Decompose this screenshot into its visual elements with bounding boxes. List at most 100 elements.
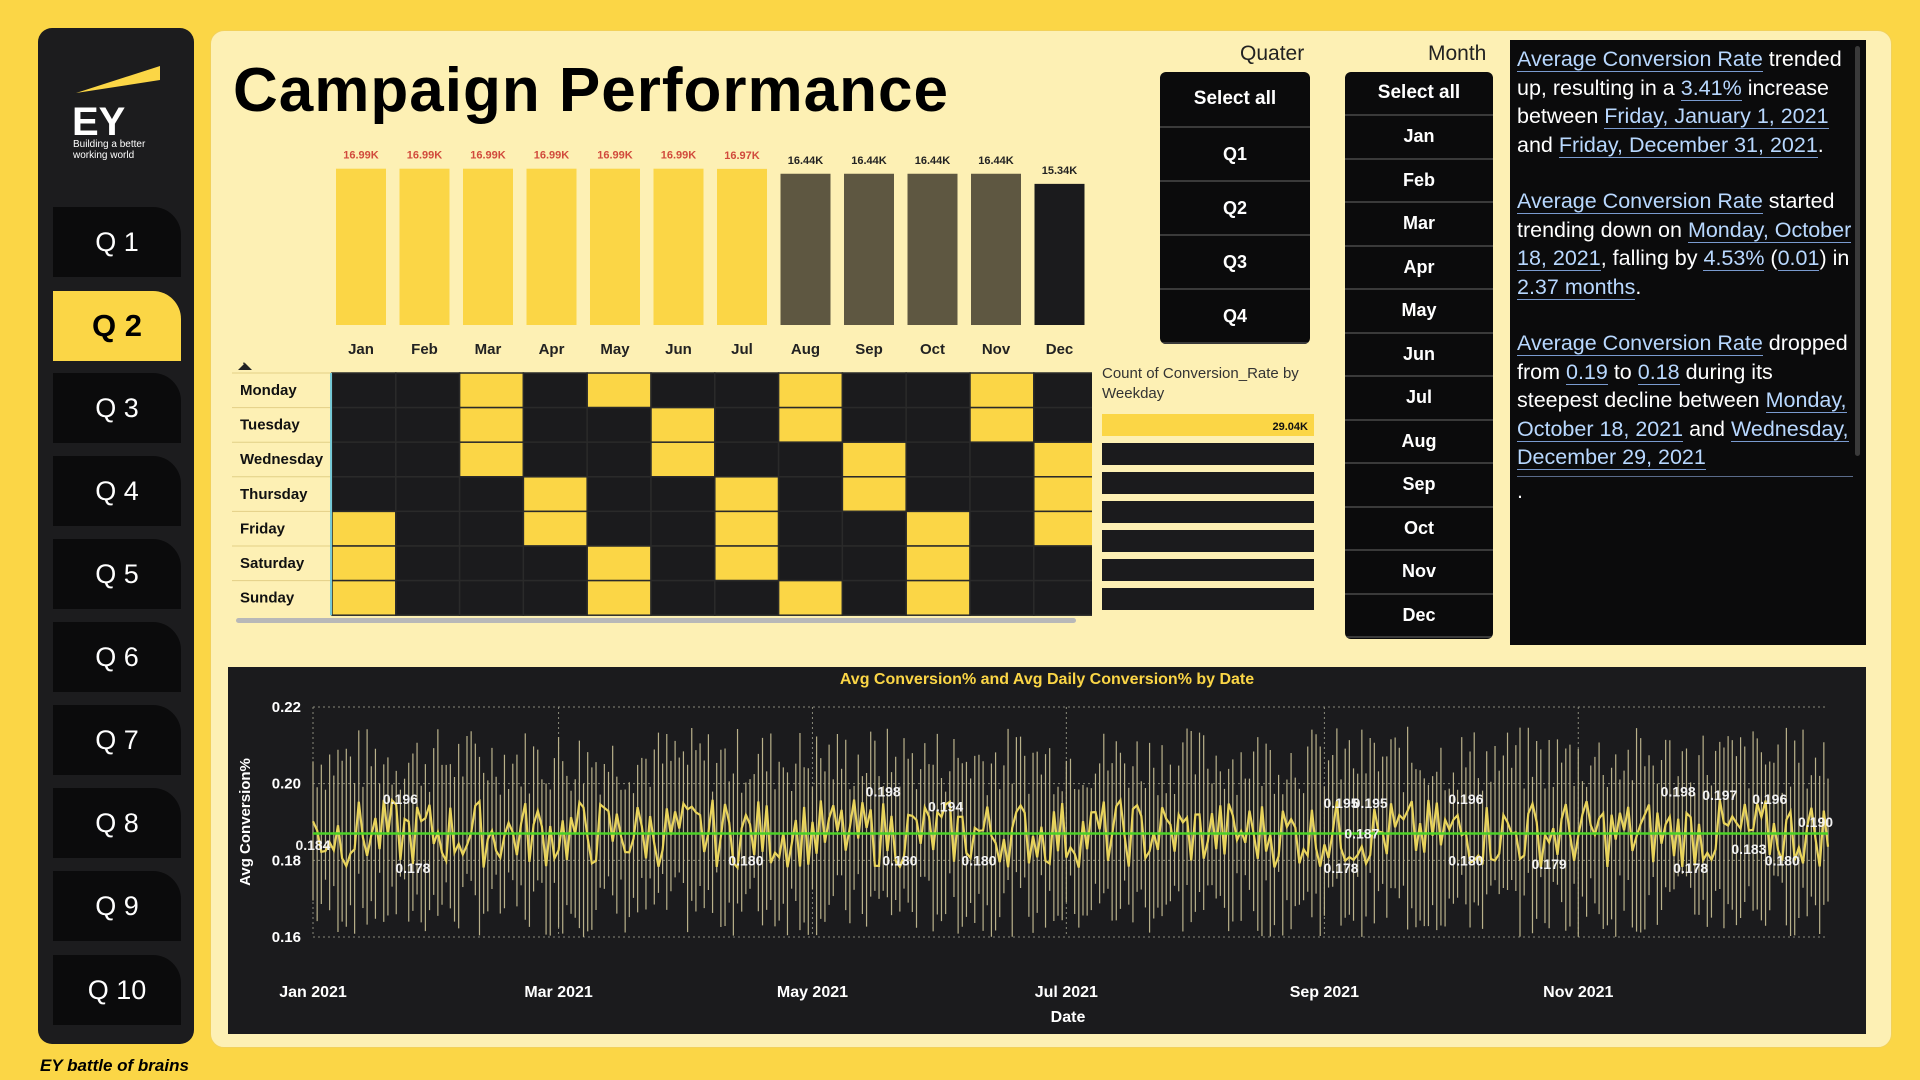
heatmap-cell[interactable] [1033, 441, 1092, 478]
nav-item-q3[interactable]: Q 3 [53, 373, 181, 443]
heatmap-cell[interactable] [395, 476, 461, 513]
month-slicer-option-oct[interactable]: Oct [1345, 508, 1493, 551]
month-bar[interactable] [1034, 183, 1085, 325]
month-bar[interactable] [526, 168, 577, 325]
weekday-count-bar[interactable] [1102, 414, 1314, 436]
month-bar[interactable] [336, 168, 386, 325]
month-slicer-option-nov[interactable]: Nov [1345, 551, 1493, 595]
heatmap-cell[interactable] [586, 545, 652, 582]
weekday-count-bar[interactable] [1102, 530, 1314, 552]
heatmap-cell[interactable] [841, 406, 907, 443]
nav-item-q2[interactable]: Q 2 [53, 291, 181, 361]
heatmap-cell[interactable] [1033, 476, 1092, 513]
heatmap-cell[interactable] [522, 579, 588, 616]
heatmap-cell[interactable] [714, 406, 780, 443]
heatmap-cell[interactable] [586, 476, 652, 513]
heatmap-cell[interactable] [905, 441, 971, 478]
heatmap-cell[interactable] [522, 372, 588, 409]
month-bar[interactable] [971, 173, 1021, 325]
quarter-slicer-option-q1[interactable]: Q1 [1160, 128, 1310, 182]
heatmap-cell[interactable] [586, 510, 652, 547]
heatmap-cell[interactable] [650, 372, 716, 409]
heatmap-cell[interactable] [458, 372, 525, 409]
heatmap-cell[interactable] [331, 545, 397, 582]
month-bar[interactable] [399, 168, 450, 325]
heatmap-cell[interactable] [458, 476, 525, 513]
heatmap-cell[interactable] [841, 510, 907, 547]
heatmap-cell[interactable] [650, 545, 716, 582]
narrative-highlight[interactable]: 2.37 months [1517, 274, 1636, 300]
month-slicer-option-may[interactable]: May [1345, 290, 1493, 334]
heatmap-cell[interactable] [841, 579, 907, 616]
narrative-scrollbar[interactable] [1855, 46, 1860, 456]
heatmap-cell[interactable] [714, 545, 780, 582]
heatmap-cell[interactable] [905, 372, 971, 409]
narrative-highlight[interactable]: Monday, October 18, 2021 [1517, 388, 1847, 442]
month-bar[interactable] [590, 168, 640, 325]
heatmap-cell[interactable] [458, 510, 525, 547]
narrative-highlight[interactable]: Monday, October 18, 2021 [1517, 217, 1852, 271]
nav-item-q10[interactable]: Q 10 [53, 955, 181, 1025]
heatmap-cell[interactable] [969, 476, 1035, 513]
heatmap-cell[interactable] [841, 476, 907, 513]
nav-item-q4[interactable]: Q 4 [53, 456, 181, 526]
heatmap-cell[interactable] [905, 579, 971, 616]
heatmap-cell[interactable] [522, 406, 588, 443]
heatmap-cell[interactable] [331, 441, 397, 478]
heatmap-cell[interactable] [1033, 406, 1092, 443]
narrative-highlight[interactable]: 0.19 [1565, 359, 1608, 385]
heatmap-cell[interactable] [714, 579, 780, 616]
heatmap-cell[interactable] [777, 406, 844, 443]
heatmap-cell[interactable] [395, 441, 461, 478]
heatmap-cell[interactable] [522, 510, 588, 547]
narrative-highlight[interactable]: Average Conversion Rate [1517, 47, 1763, 72]
month-bar[interactable] [717, 168, 767, 325]
heatmap-cell[interactable] [905, 476, 971, 513]
narrative-highlight[interactable]: 3.41% [1680, 75, 1742, 101]
month-slicer-option-apr[interactable]: Apr [1345, 247, 1493, 290]
heatmap-cell[interactable] [650, 510, 716, 547]
heatmap-cell[interactable] [586, 579, 652, 616]
month-slicer-option-jan[interactable]: Jan [1345, 116, 1493, 160]
nav-item-q8[interactable]: Q 8 [53, 788, 181, 858]
heatmap-cell[interactable] [1033, 545, 1092, 582]
heatmap-cell[interactable] [969, 441, 1035, 478]
heatmap-cell[interactable] [395, 545, 461, 582]
nav-item-q7[interactable]: Q 7 [53, 705, 181, 775]
heatmap-cell[interactable] [395, 406, 461, 443]
heatmap-cell[interactable] [586, 372, 652, 409]
quarter-slicer-option-q2[interactable]: Q2 [1160, 182, 1310, 236]
heatmap-cell[interactable] [969, 545, 1035, 582]
heatmap-cell[interactable] [458, 545, 525, 582]
month-slicer-option-jul[interactable]: Jul [1345, 377, 1493, 421]
sort-indicator[interactable]: . [242, 351, 246, 367]
weekday-count-bar[interactable] [1102, 472, 1314, 494]
heatmap-cell[interactable] [905, 406, 971, 443]
heatmap-cell[interactable] [714, 510, 780, 547]
heatmap-cell[interactable] [969, 406, 1035, 443]
heatmap-cell[interactable] [395, 372, 461, 409]
heatmap-cell[interactable] [969, 372, 1035, 409]
heatmap-cell[interactable] [969, 579, 1035, 616]
month-bar[interactable] [653, 168, 704, 325]
weekday-count-bar[interactable] [1102, 501, 1314, 523]
heatmap-cell[interactable] [522, 441, 588, 478]
heatmap-cell[interactable] [777, 441, 844, 478]
heatmap-cell[interactable] [1033, 579, 1092, 616]
heatmap-cell[interactable] [1033, 510, 1092, 547]
heatmap-cell[interactable] [395, 579, 461, 616]
heatmap-cell[interactable] [458, 441, 525, 478]
month-bar[interactable] [844, 173, 894, 325]
month-bar[interactable] [463, 168, 513, 325]
heatmap-cell[interactable] [395, 510, 461, 547]
heatmap-cell[interactable] [331, 476, 397, 513]
heatmap-cell[interactable] [650, 579, 716, 616]
heatmap-scrollbar[interactable] [236, 618, 1076, 623]
narrative-highlight[interactable]: 4.53% [1703, 246, 1765, 271]
narrative-highlight[interactable]: Average Conversion Rate [1517, 331, 1763, 356]
heatmap-cell[interactable] [777, 372, 844, 409]
narrative-highlight[interactable]: Wednesday, December 29, 2021 [1517, 416, 1849, 470]
heatmap-cell[interactable] [841, 545, 907, 582]
nav-item-q9[interactable]: Q 9 [53, 871, 181, 941]
month-bar[interactable] [780, 173, 831, 325]
